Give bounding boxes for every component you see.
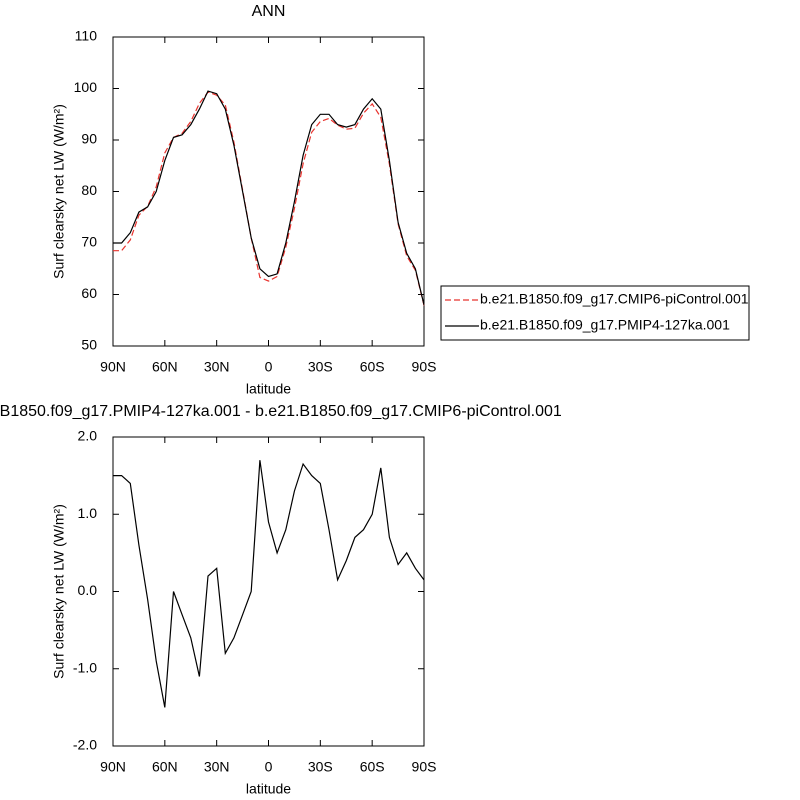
y-axis-label: Surf clearsky net LW (W/m²) — [51, 504, 67, 679]
data-line — [113, 91, 425, 306]
y-tick-label: 80 — [81, 182, 97, 198]
y-tick-label: 50 — [81, 337, 97, 353]
y-tick-label: 110 — [75, 28, 98, 44]
legend-box — [440, 285, 750, 341]
y-tick-label: 90 — [81, 131, 97, 147]
x-tick-label: 90S — [412, 359, 437, 375]
x-tick-label: 90S — [412, 759, 437, 775]
y-tick-label: 70 — [81, 234, 97, 250]
x-tick-label: 0 — [265, 359, 273, 375]
plot-frame — [112, 36, 425, 347]
y-tick-label: 1.0 — [78, 505, 98, 521]
x-tick-label: 0 — [265, 759, 273, 775]
x-axis-label: latitude — [246, 381, 291, 397]
x-tick-label: 30S — [308, 359, 333, 375]
x-tick-label: 30N — [204, 359, 230, 375]
legend-label: b.e21.B1850.f09_g17.CMIP6-piControl.001 — [480, 291, 749, 307]
chart-title: ANN — [252, 3, 286, 20]
y-tick-label: -1.0 — [73, 659, 97, 675]
y-tick-label: -2.0 — [73, 737, 97, 753]
y-tick-label: 60 — [81, 285, 97, 301]
x-tick-label: 60N — [152, 359, 178, 375]
x-axis-label: latitude — [246, 781, 291, 797]
y-axis-label: Surf clearsky net LW (W/m²) — [51, 104, 67, 279]
x-tick-label: 30N — [204, 759, 230, 775]
data-line — [113, 90, 425, 305]
y-tick-label: 2.0 — [78, 428, 98, 444]
legend-label: b.e21.B1850.f09_g17.PMIP4-127ka.001 — [480, 317, 730, 333]
x-tick-label: 30S — [308, 759, 333, 775]
x-tick-label: 60S — [360, 759, 385, 775]
data-line — [113, 460, 425, 708]
x-tick-label: 60N — [152, 759, 178, 775]
y-tick-label: 100 — [74, 79, 98, 95]
x-tick-label: 90N — [100, 759, 126, 775]
y-tick-label: 0.0 — [78, 582, 98, 598]
x-tick-label: 90N — [100, 359, 126, 375]
x-tick-label: 60S — [360, 359, 385, 375]
chart-title: b.e21.B1850.f09_g17.PMIP4-127ka.001 - b.… — [0, 403, 562, 420]
